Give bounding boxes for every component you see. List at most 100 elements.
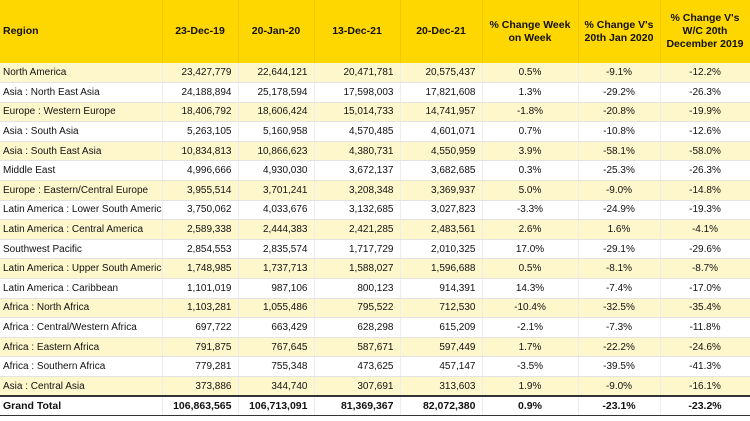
cell-13-dec-21: 4,380,731 xyxy=(314,141,401,162)
grand-total-row: Grand Total 106,863,565 106,713,091 81,369,… xyxy=(0,395,750,417)
cell-change-jan: -25.3% xyxy=(578,160,661,182)
table-row: Latin America : Central America 2,589,338… xyxy=(0,219,750,240)
cell-region: North America xyxy=(0,63,163,84)
cell-change-dec: -24.6% xyxy=(660,337,750,358)
cell-23-dec-19: 2,589,338 xyxy=(162,219,239,240)
table-header: Region 23-Dec-19 20-Jan-20 13-Dec-21 20-… xyxy=(0,0,750,63)
cell-13-dec-21: 800,123 xyxy=(314,278,401,299)
cell-change-jan: -7.4% xyxy=(578,278,661,299)
cell-20-jan-20: 25,178,594 xyxy=(238,82,315,103)
cell-23-dec-19: 4,996,666 xyxy=(162,160,239,182)
table-row: Africa : Central/Western Africa 697,722 66… xyxy=(0,317,750,338)
cell-region: Latin America : Central America xyxy=(0,219,163,240)
cell-change-dec: -19.9% xyxy=(660,102,750,123)
cell-13-dec-21: 1,588,027 xyxy=(314,258,401,280)
cell-20-dec-21: 3,369,937 xyxy=(400,180,483,201)
cell-23-dec-19: 5,263,105 xyxy=(162,121,239,142)
cell-13-dec-21: 4,570,485 xyxy=(314,121,401,142)
cell-region: Europe : Eastern/Central Europe xyxy=(0,180,163,201)
cell-20-jan-20: 5,160,958 xyxy=(238,121,315,142)
cell-20-jan-20: 4,930,030 xyxy=(238,160,315,182)
cell-change-week: -3.3% xyxy=(482,200,579,221)
cell-change-week: -2.1% xyxy=(482,317,579,338)
table-body: North America 23,427,779 22,644,121 20,471,… xyxy=(0,63,750,417)
cell-13-dec-21: 17,598,003 xyxy=(314,82,401,103)
cell-change-jan: -29.1% xyxy=(578,239,661,260)
cell-23-dec-19: 1,101,019 xyxy=(162,278,239,299)
header-20-dec-21: 20-Dec-21 xyxy=(400,0,483,63)
cell-13-dec-21: 3,672,137 xyxy=(314,160,401,182)
cell-change-dec: -16.1% xyxy=(660,376,750,397)
header-change-jan: % Change V's 20th Jan 2020 xyxy=(578,0,661,63)
cell-change-week: 1.3% xyxy=(482,82,579,103)
cell-change-dec: -8.7% xyxy=(660,258,750,280)
cell-20-jan-20: 663,429 xyxy=(238,317,315,338)
cell-region: Africa : Eastern Africa xyxy=(0,337,163,358)
cell-change-jan: -9.0% xyxy=(578,180,661,201)
cell-20-jan-20: 767,645 xyxy=(238,337,315,358)
cell-region: Africa : North Africa xyxy=(0,298,163,319)
table-row: Middle East 4,996,666 4,930,030 3,672,137 3,… xyxy=(0,160,750,182)
cell-13-dec-21: 473,625 xyxy=(314,356,401,377)
header-change-week: % Change Week on Week xyxy=(482,0,579,63)
table-row: Latin America : Lower South America 3,750… xyxy=(0,200,750,221)
cell-change-dec: -29.6% xyxy=(660,239,750,260)
header-23-dec-19: 23-Dec-19 xyxy=(162,0,239,63)
cell-change-jan: -39.5% xyxy=(578,356,661,377)
cell-20-dec-21: 2,010,325 xyxy=(400,239,483,260)
cell-20-jan-20: 2,835,574 xyxy=(238,239,315,260)
cell-change-week: 0.5% xyxy=(482,258,579,280)
cell-region: Asia : South Asia xyxy=(0,121,163,142)
cell-change-dec: -41.3% xyxy=(660,356,750,377)
table-row: Latin America : Caribbean 1,101,019 987,10… xyxy=(0,278,750,299)
cell-20-jan-20: 2,444,383 xyxy=(238,219,315,240)
cell-change-week: 17.0% xyxy=(482,239,579,260)
cell-change-dec: -35.4% xyxy=(660,298,750,319)
cell-13-dec-21: 587,671 xyxy=(314,337,401,358)
table-row: Asia : North East Asia 24,188,894 25,178,5… xyxy=(0,82,750,103)
cell-change-dec: -11.8% xyxy=(660,317,750,338)
cell-change-week: 0.5% xyxy=(482,63,579,84)
cell-23-dec-19: 106,863,565 xyxy=(162,395,239,417)
cell-change-jan: -9.0% xyxy=(578,376,661,397)
cell-change-week: 0.9% xyxy=(482,395,579,417)
cell-20-dec-21: 4,550,959 xyxy=(400,141,483,162)
cell-20-dec-21: 914,391 xyxy=(400,278,483,299)
cell-change-jan: -23.1% xyxy=(578,395,661,417)
cell-change-week: 0.7% xyxy=(482,121,579,142)
cell-13-dec-21: 1,717,729 xyxy=(314,239,401,260)
cell-20-jan-20: 106,713,091 xyxy=(238,395,315,417)
cell-change-dec: -12.6% xyxy=(660,121,750,142)
cell-region: Middle East xyxy=(0,160,163,182)
cell-20-dec-21: 313,603 xyxy=(400,376,483,397)
cell-13-dec-21: 3,208,348 xyxy=(314,180,401,201)
cell-region: Latin America : Caribbean xyxy=(0,278,163,299)
cell-23-dec-19: 10,834,813 xyxy=(162,141,239,162)
cell-20-jan-20: 755,348 xyxy=(238,356,315,377)
cell-13-dec-21: 3,132,685 xyxy=(314,200,401,221)
cell-23-dec-19: 697,722 xyxy=(162,317,239,338)
cell-20-jan-20: 18,606,424 xyxy=(238,102,315,123)
cell-20-jan-20: 3,701,241 xyxy=(238,180,315,201)
cell-change-jan: -24.9% xyxy=(578,200,661,221)
cell-23-dec-19: 3,750,062 xyxy=(162,200,239,221)
cell-change-dec: -26.3% xyxy=(660,160,750,182)
cell-region: Southwest Pacific xyxy=(0,239,163,260)
cell-13-dec-21: 2,421,285 xyxy=(314,219,401,240)
cell-20-jan-20: 10,866,623 xyxy=(238,141,315,162)
cell-23-dec-19: 1,103,281 xyxy=(162,298,239,319)
cell-13-dec-21: 20,471,781 xyxy=(314,63,401,84)
table-row: Asia : South East Asia 10,834,813 10,866,6… xyxy=(0,141,750,162)
cell-region: Africa : Southern Africa xyxy=(0,356,163,377)
cell-change-jan: -32.5% xyxy=(578,298,661,319)
cell-change-week: 0.3% xyxy=(482,160,579,182)
cell-23-dec-19: 1,748,985 xyxy=(162,258,239,280)
cell-change-week: 14.3% xyxy=(482,278,579,299)
cell-20-dec-21: 597,449 xyxy=(400,337,483,358)
cell-23-dec-19: 2,854,553 xyxy=(162,239,239,260)
table-row: Europe : Eastern/Central Europe 3,955,514… xyxy=(0,180,750,201)
table-row: Africa : Eastern Africa 791,875 767,645 587… xyxy=(0,337,750,358)
cell-20-jan-20: 987,106 xyxy=(238,278,315,299)
cell-change-week: -1.8% xyxy=(482,102,579,123)
